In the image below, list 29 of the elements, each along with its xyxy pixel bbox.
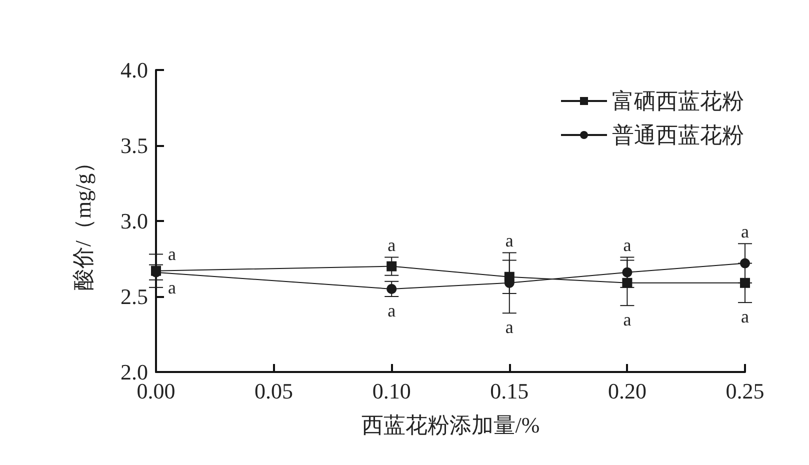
- x-tick-label: 0.20: [608, 378, 646, 404]
- point: [386, 284, 397, 294]
- y-tick-label: 4.0: [120, 58, 148, 82]
- x-axis-title: 西蓝花粉添加量/%: [361, 412, 540, 438]
- point: [740, 258, 750, 268]
- y-tick-label: 3.5: [120, 133, 148, 158]
- annotation: a: [168, 244, 176, 264]
- x-tick-label: 0.05: [254, 378, 294, 404]
- point: [386, 261, 397, 272]
- annotation: a: [623, 310, 632, 330]
- x-tick-label: 0.15: [490, 378, 529, 404]
- point: [740, 278, 750, 288]
- legend-label: 普通西蓝花粉: [612, 122, 744, 148]
- annotation: a: [505, 230, 514, 251]
- annotation: a: [168, 277, 176, 298]
- y-axis-title: 酸价/（mg/g）: [70, 151, 96, 291]
- annotation: a: [623, 235, 632, 256]
- annotation: a: [388, 300, 396, 320]
- point: [622, 278, 632, 288]
- y-tick-label: 3.0: [120, 208, 148, 234]
- annotation: a: [505, 317, 514, 338]
- legend-label: 富硒西蓝花粉: [612, 88, 744, 114]
- x-tick-label: 0.10: [372, 378, 411, 404]
- annotation: a: [388, 235, 396, 256]
- x-tick-label: 0.25: [726, 378, 764, 404]
- annotation: a: [741, 306, 749, 327]
- point: [622, 267, 632, 278]
- y-tick-label: 2.5: [120, 284, 148, 309]
- annotation: a: [741, 222, 749, 242]
